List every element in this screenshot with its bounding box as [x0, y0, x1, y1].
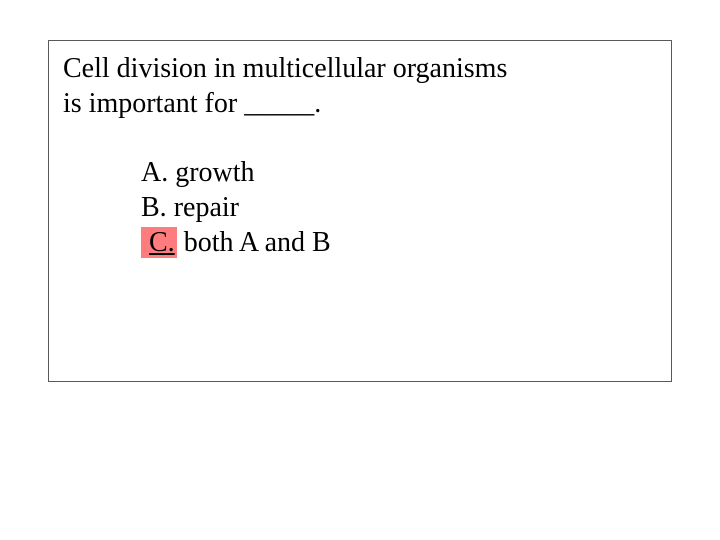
- option-c: C. both A and B: [141, 225, 657, 260]
- option-a-letter: A.: [141, 157, 168, 188]
- option-c-letter: C.: [141, 227, 177, 258]
- option-b: B. repair: [141, 190, 657, 225]
- option-b-letter: B.: [141, 192, 167, 223]
- question-line-1: Cell division in multicellular organisms: [63, 53, 507, 84]
- question-stem: Cell division in multicellular organisms…: [63, 51, 657, 121]
- question-line-2: is important for _____.: [63, 88, 321, 119]
- option-a: A. growth: [141, 155, 657, 190]
- question-box: Cell division in multicellular organisms…: [48, 40, 672, 382]
- option-b-text: repair: [174, 192, 239, 223]
- option-a-text: growth: [175, 157, 254, 188]
- options-block: A. growth B. repair C. both A and B: [63, 155, 657, 260]
- option-c-text: both A and B: [184, 227, 331, 258]
